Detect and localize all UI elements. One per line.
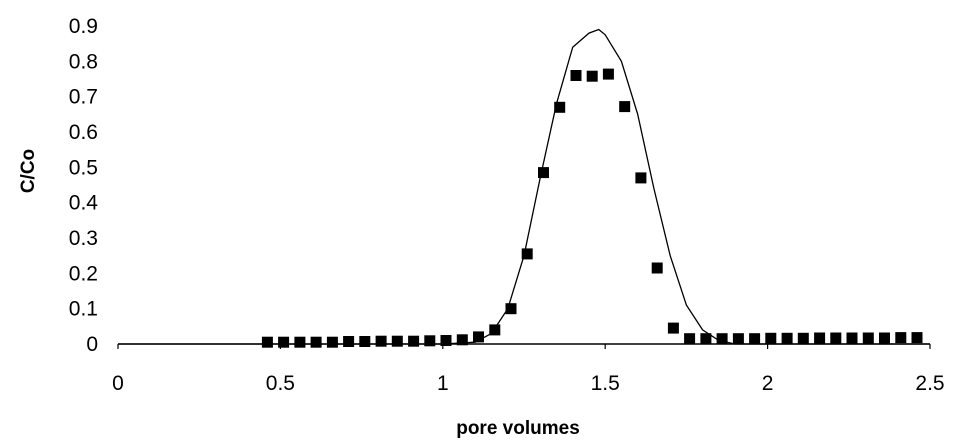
data-point — [586, 70, 598, 82]
x-tick-label: 0.5 — [266, 372, 295, 395]
y-tick-label: 0.5 — [69, 156, 98, 179]
data-point — [326, 336, 338, 348]
data-point — [602, 68, 614, 80]
data-point — [489, 324, 501, 336]
data-point — [846, 332, 858, 344]
y-tick-label: 0.4 — [69, 192, 99, 215]
x-tick-label: 0 — [112, 372, 124, 395]
data-point — [635, 172, 647, 184]
data-point — [765, 332, 777, 344]
data-point — [781, 332, 793, 344]
data-point — [424, 335, 436, 347]
data-point — [895, 332, 907, 344]
data-point — [911, 332, 923, 344]
x-ticks: 0 0.5 1 1.5 2 2.5 — [112, 344, 945, 395]
data-point — [797, 332, 809, 344]
y-tick-label: 0.6 — [69, 121, 98, 144]
x-tick-label: 1.5 — [591, 372, 620, 395]
data-point — [521, 248, 533, 260]
y-ticks: 0 0.1 0.2 0.3 0.4 0.5 0.6 0.7 0.8 0.9 — [69, 15, 99, 356]
data-point — [651, 262, 663, 274]
data-point — [749, 333, 761, 345]
data-point — [278, 336, 290, 348]
y-axis-title: C/Co — [18, 149, 39, 193]
plot-area: 0 0.5 1 1.5 2 2.5 0 0.1 0.2 0.3 0.4 0.5 0.6 0.7 0.8 0.… — [69, 15, 945, 395]
data-point — [619, 101, 631, 113]
data-point — [667, 322, 679, 334]
data-points — [261, 68, 923, 348]
data-point — [343, 336, 355, 347]
x-axis-title: pore volumes — [456, 418, 580, 439]
data-point — [261, 336, 273, 348]
x-tick-label: 2.5 — [915, 372, 944, 395]
data-point — [391, 335, 403, 347]
data-point — [294, 336, 306, 348]
y-tick-label: 0 — [86, 333, 98, 356]
data-point — [700, 333, 712, 345]
data-point — [538, 167, 549, 179]
x-tick-label: 1 — [437, 372, 449, 395]
data-point — [879, 332, 890, 344]
data-point — [456, 334, 468, 346]
data-point — [440, 335, 452, 346]
data-point — [473, 331, 484, 343]
data-point — [716, 333, 728, 345]
data-point — [814, 332, 826, 344]
data-point — [570, 70, 582, 81]
y-tick-label: 0.2 — [69, 262, 98, 285]
data-point — [310, 336, 322, 348]
y-tick-label: 0.3 — [69, 227, 98, 250]
data-point — [375, 335, 387, 347]
model-curve — [118, 28, 930, 345]
y-tick-label: 0.8 — [69, 50, 98, 73]
y-tick-label: 0.7 — [69, 86, 98, 109]
data-point — [359, 336, 371, 347]
data-point — [505, 303, 517, 315]
data-point — [684, 333, 696, 345]
data-point — [830, 332, 842, 344]
x-tick-label: 2 — [762, 372, 774, 395]
y-tick-label: 0.9 — [69, 15, 98, 38]
data-point — [408, 335, 420, 347]
data-point — [862, 332, 874, 344]
data-point — [554, 101, 566, 113]
y-tick-label: 0.1 — [69, 298, 98, 321]
data-point — [732, 333, 744, 345]
